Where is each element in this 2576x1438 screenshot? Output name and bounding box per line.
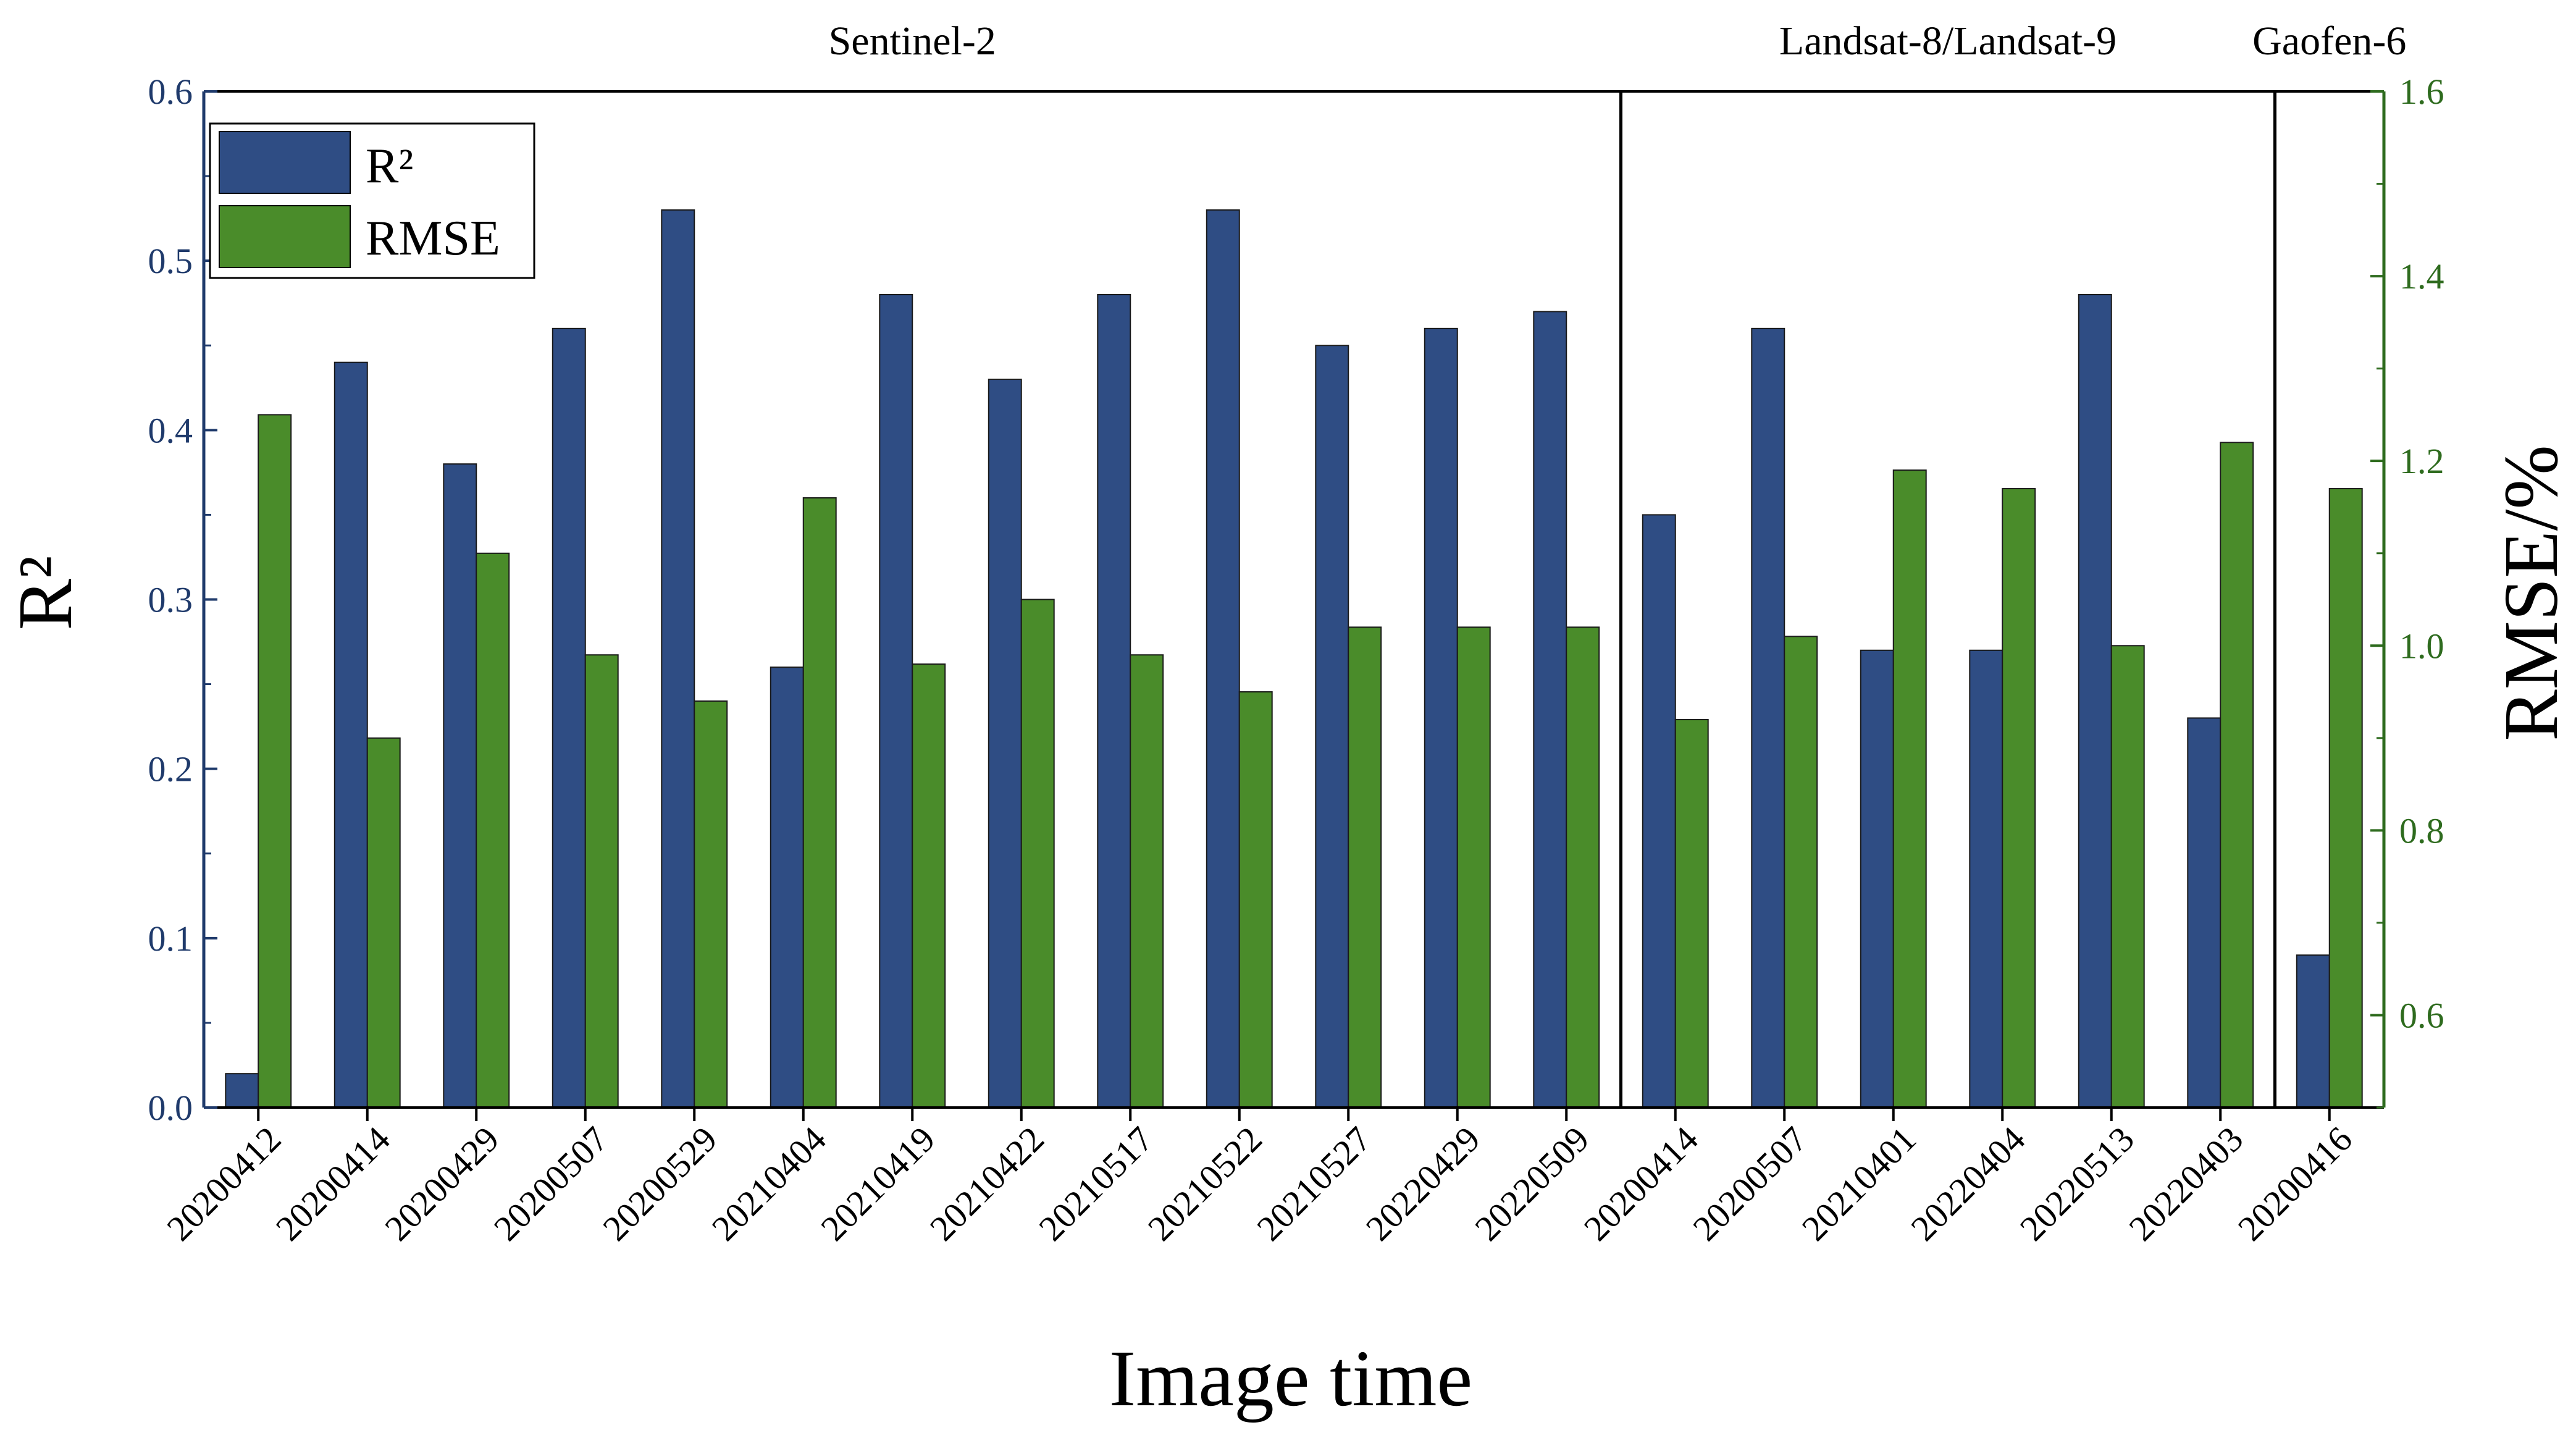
bar-r2-20220429-11	[1424, 327, 1458, 1108]
right-tick-label-0: 0.6	[2399, 995, 2444, 1035]
right-tick-label-5: 1.6	[2399, 72, 2444, 112]
bar-r2-20200416-19	[2296, 954, 2330, 1108]
group-label-2: Gaofen-6	[2252, 19, 2406, 64]
bar-r2-20200529-4	[661, 209, 695, 1109]
x-tick-label-2: 20200429	[377, 1119, 506, 1248]
left-tick-label-0: 0.0	[148, 1088, 193, 1128]
x-tick-label-14: 20200507	[1685, 1119, 1815, 1248]
legend-label-rmse: RMSE	[366, 211, 500, 266]
bar-r2-20210517-8	[1097, 294, 1131, 1108]
bar-r2-20220513-17	[2078, 294, 2112, 1108]
x-tick-label-7: 20210422	[922, 1119, 1052, 1248]
bar-rmse-20200416-19	[2328, 488, 2363, 1108]
x-tick-label-17: 20220513	[2012, 1119, 2142, 1248]
bar-r2-20210419-6	[879, 294, 913, 1108]
y-axis-title-left: R²	[3, 556, 88, 631]
bar-rmse-20210401-15	[1892, 469, 1927, 1108]
bar-rmse-20210522-9	[1238, 691, 1273, 1108]
x-tick-label-1: 20200414	[268, 1119, 398, 1248]
bar-rmse-20200429-2	[476, 552, 510, 1108]
bar-r2-20200414-13	[1642, 514, 1676, 1108]
x-tick-label-13: 20200414	[1576, 1119, 1706, 1248]
bar-rmse-20210404-5	[802, 497, 837, 1108]
right-tick-label-4: 1.4	[2399, 256, 2444, 296]
bar-rmse-20220509-12	[1566, 626, 1600, 1108]
bar-rmse-20220404-16	[2002, 488, 2036, 1108]
bar-r2-20210527-10	[1315, 345, 1349, 1108]
group-label-0: Sentinel-2	[829, 19, 996, 64]
left-tick-label-3: 0.3	[148, 580, 193, 620]
bar-rmse-20220403-18	[2220, 442, 2254, 1108]
bar-rmse-20220513-17	[2110, 645, 2145, 1108]
left-tick-label-6: 0.6	[148, 72, 193, 112]
bar-rmse-20210422-7	[1020, 599, 1055, 1108]
bar-rmse-20210419-6	[912, 663, 946, 1108]
bar-rmse-20200507-3	[584, 654, 619, 1108]
bar-rmse-20200414-13	[1674, 718, 1709, 1108]
x-tick-label-18: 20220403	[2121, 1119, 2251, 1248]
y-axis-title-right: RMSE/%	[2489, 445, 2574, 741]
legend-label-r2: R²	[366, 139, 413, 193]
x-tick-label-5: 20210404	[704, 1119, 834, 1248]
x-tick-label-11: 20220429	[1358, 1119, 1488, 1248]
right-tick-label-1: 0.8	[2399, 810, 2444, 851]
bar-rmse-20210527-10	[1348, 626, 1382, 1108]
x-axis-title: Image time	[1109, 1334, 1472, 1423]
bar-rmse-20200414-1	[366, 737, 401, 1109]
bar-r2-20220403-18	[2187, 717, 2221, 1108]
x-tick-label-0: 20200412	[159, 1119, 288, 1248]
bar-r2-20220404-16	[1969, 649, 2003, 1108]
bar-r2-20210422-7	[988, 379, 1022, 1108]
group-label-1: Landsat-8/Landsat-9	[1779, 19, 2117, 64]
bar-r2-20210401-15	[1860, 649, 1894, 1108]
x-tick-label-9: 20210522	[1140, 1119, 1270, 1248]
bar-rmse-20200507-14	[1784, 636, 1818, 1109]
bar-r2-20210404-5	[770, 666, 804, 1108]
bar-rmse-20200529-4	[694, 700, 728, 1108]
bar-r2-20200414-1	[334, 361, 368, 1109]
x-tick-label-19: 20200416	[2230, 1119, 2360, 1248]
x-tick-label-8: 20210517	[1031, 1119, 1160, 1248]
left-tick-label-1: 0.1	[148, 919, 193, 959]
bar-r2-20220509-12	[1533, 311, 1567, 1109]
bar-rmse-20210517-8	[1130, 654, 1164, 1108]
x-tick-label-6: 20210419	[813, 1119, 942, 1248]
bar-r2-20200412-0	[225, 1073, 259, 1108]
bar-r2-20200507-14	[1751, 327, 1785, 1108]
bar-r2-20200429-2	[443, 463, 477, 1109]
bar-r2-20200507-3	[552, 327, 586, 1108]
x-tick-label-10: 20210527	[1249, 1119, 1378, 1248]
x-tick-label-3: 20200507	[486, 1119, 616, 1248]
x-tick-label-4: 20200529	[595, 1119, 724, 1248]
x-tick-label-15: 20210401	[1794, 1119, 1924, 1248]
left-tick-label-5: 0.5	[148, 241, 193, 281]
left-tick-label-4: 0.4	[148, 410, 193, 450]
legend-swatch-r2	[219, 131, 351, 194]
left-tick-label-2: 0.2	[148, 749, 193, 789]
bar-rmse-20200412-0	[258, 414, 292, 1109]
right-tick-label-2: 1.0	[2399, 626, 2444, 666]
bar-rmse-20220429-11	[1456, 626, 1491, 1108]
x-tick-label-16: 20220404	[1903, 1119, 2033, 1248]
legend-swatch-rmse	[219, 205, 351, 268]
right-tick-label-3: 1.2	[2399, 441, 2444, 481]
legend: R² RMSE	[209, 122, 535, 279]
x-tick-label-12: 20220509	[1467, 1119, 1596, 1248]
bar-r2-20210522-9	[1206, 209, 1240, 1109]
